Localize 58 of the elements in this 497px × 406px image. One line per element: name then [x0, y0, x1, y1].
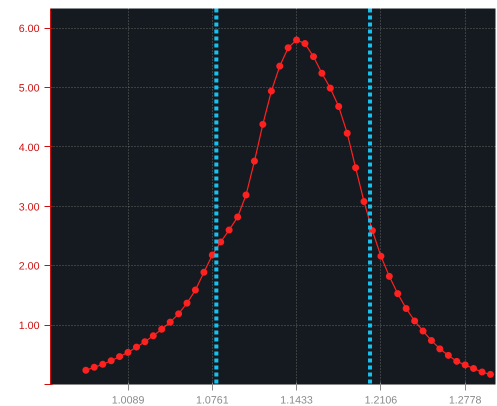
point: [301, 40, 308, 48]
point: [293, 36, 300, 44]
point: [335, 103, 342, 110]
point: [394, 290, 402, 298]
point: [462, 361, 469, 368]
point: [158, 326, 166, 333]
point: [284, 44, 292, 52]
point: [250, 158, 258, 165]
point: [82, 366, 90, 374]
point: [226, 226, 233, 234]
point: [344, 130, 351, 137]
point: [175, 310, 182, 318]
point: [411, 317, 418, 324]
point: [436, 345, 444, 352]
x-tick-label: 1.1433: [280, 394, 313, 406]
point: [192, 286, 199, 294]
point: [310, 53, 317, 60]
point: [150, 332, 157, 340]
point: [470, 364, 478, 372]
point: [141, 338, 148, 346]
y-tick-label: 2.00: [18, 260, 40, 273]
y-tick-label: 3.00: [18, 201, 40, 214]
point: [402, 304, 410, 312]
x-tick-label: 1.2106: [364, 394, 398, 406]
point: [428, 337, 435, 344]
point: [116, 353, 124, 360]
point: [268, 88, 275, 95]
point: [453, 358, 460, 365]
point: [377, 252, 384, 260]
point: [276, 62, 284, 70]
point: [420, 328, 427, 335]
point: [318, 70, 326, 77]
point: [352, 164, 360, 172]
point: [132, 344, 140, 351]
y-tick-label: 5.00: [18, 82, 40, 94]
point: [99, 360, 106, 368]
point: [184, 300, 191, 307]
point: [486, 370, 494, 378]
y-tick-label: 6.00: [18, 23, 40, 36]
point: [208, 252, 216, 259]
point: [234, 214, 242, 220]
point: [90, 364, 98, 371]
x-tick-label: 1.0089: [112, 394, 144, 406]
point: [259, 120, 266, 128]
x-tick-label: 1.0761: [196, 394, 229, 406]
point: [200, 268, 208, 276]
point: [242, 192, 250, 199]
point: [108, 357, 115, 364]
point: [166, 318, 174, 326]
point: [360, 198, 368, 206]
point: [386, 272, 393, 280]
point: [124, 348, 132, 356]
y-tick-label: 4.00: [18, 142, 40, 154]
point: [478, 368, 486, 376]
point: [326, 84, 334, 92]
x-tick-label: 1.2778: [448, 394, 482, 406]
point: [444, 352, 452, 359]
y-tick-label: 1.00: [18, 320, 40, 332]
